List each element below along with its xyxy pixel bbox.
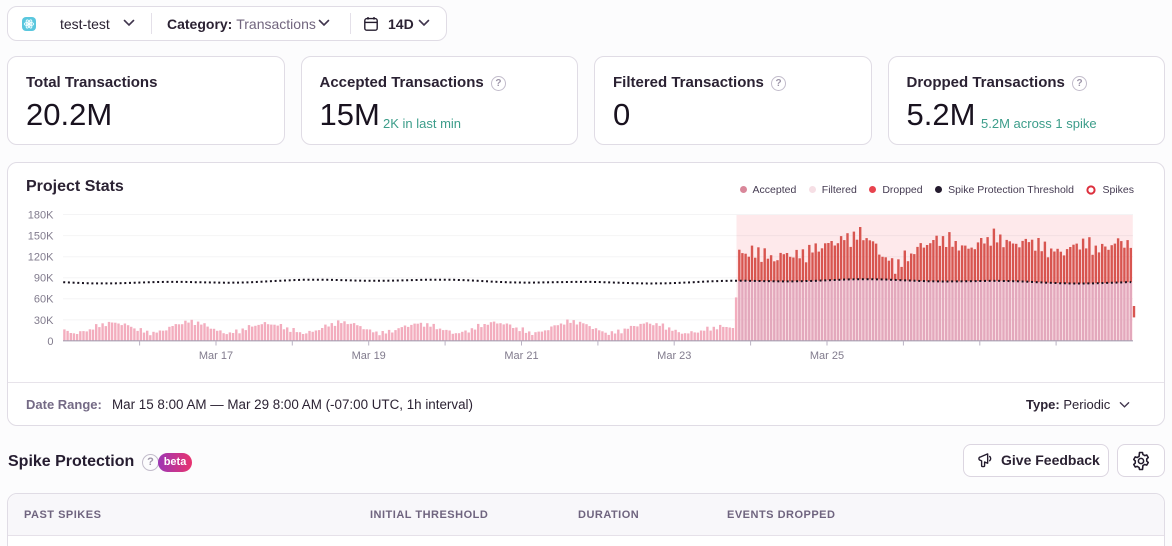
svg-text:Mar 23: Mar 23 — [657, 350, 691, 362]
svg-text:0: 0 — [47, 336, 53, 348]
svg-text:90K: 90K — [34, 273, 54, 285]
svg-text:Mar 19: Mar 19 — [352, 350, 386, 362]
svg-text:Mar 25: Mar 25 — [810, 350, 844, 362]
svg-text:Mar 21: Mar 21 — [504, 350, 538, 362]
svg-text:30K: 30K — [34, 315, 54, 327]
svg-text:120K: 120K — [28, 252, 54, 264]
svg-text:180K: 180K — [28, 209, 54, 221]
svg-text:150K: 150K — [28, 231, 54, 243]
svg-text:Mar 17: Mar 17 — [199, 350, 233, 362]
svg-text:60K: 60K — [34, 294, 54, 306]
